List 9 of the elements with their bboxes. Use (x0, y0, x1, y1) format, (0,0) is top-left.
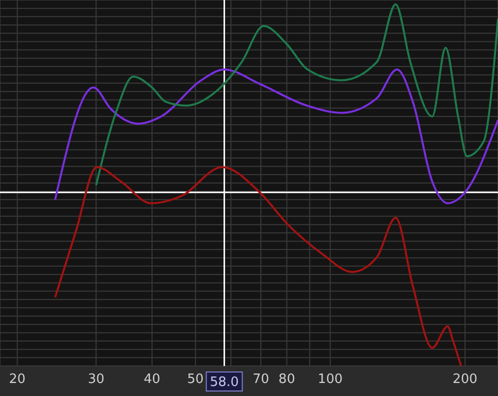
x-tick-label: 80 (278, 372, 296, 388)
x-tick-label: 50 (187, 372, 204, 388)
x-tick-label: 30 (88, 372, 104, 388)
x-tick-label: 200 (452, 372, 478, 388)
x-tick-label: 100 (318, 372, 343, 388)
x-tick-label: 20 (9, 372, 26, 388)
x-tick-label: 70 (252, 372, 270, 388)
ref-line-label: 58.0 (210, 375, 239, 390)
x-tick-label: 40 (144, 372, 160, 388)
